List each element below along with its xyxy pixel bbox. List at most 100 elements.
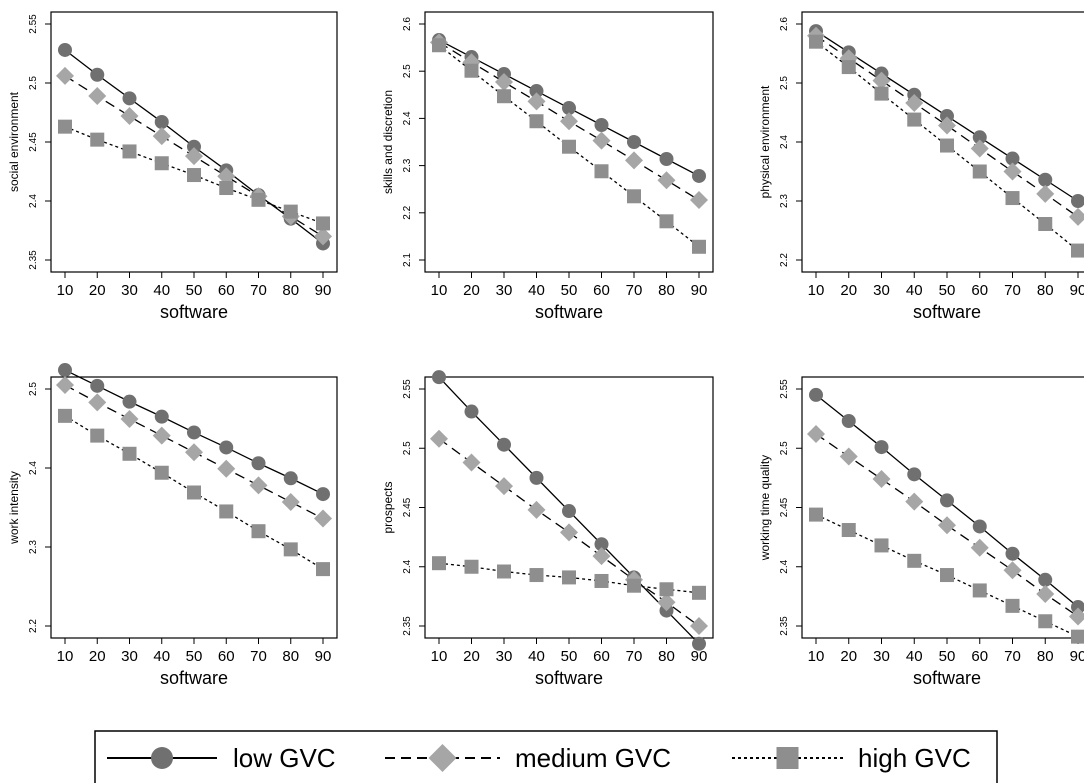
point-medium — [872, 71, 891, 90]
point-low — [219, 440, 234, 455]
x-tick-label: 60 — [593, 282, 610, 299]
x-tick-label: 90 — [315, 648, 332, 665]
x-tick-label: 90 — [691, 648, 708, 665]
point-medium — [120, 410, 139, 429]
x-tick-label: 50 — [939, 282, 956, 299]
point-low — [529, 470, 544, 485]
x-tick-label: 10 — [808, 648, 825, 665]
point-high — [529, 568, 544, 583]
point-low — [251, 456, 266, 471]
point-high — [692, 585, 706, 600]
point-high — [283, 542, 298, 557]
y-tick-label: 2.55 — [402, 379, 413, 399]
y-tick-label: 2.45 — [402, 497, 413, 517]
x-tick-label: 50 — [186, 648, 203, 665]
point-medium — [1003, 162, 1022, 181]
y-tick-label: 2.45 — [779, 497, 790, 517]
point-medium — [970, 139, 989, 158]
point-medium — [905, 94, 924, 113]
x-tick-label: 70 — [1004, 648, 1021, 665]
point-medium — [807, 425, 825, 444]
point-medium — [495, 477, 513, 496]
point-low — [187, 139, 201, 154]
point-low — [529, 84, 544, 99]
point-high — [562, 570, 576, 585]
y-axis-label: skills and discretion — [381, 90, 395, 194]
x-tick-label: 20 — [89, 282, 106, 299]
point-high — [841, 60, 856, 75]
point-high — [627, 189, 641, 204]
point-high — [154, 156, 169, 171]
series-line-high — [64, 126, 324, 225]
point-low — [562, 504, 576, 519]
x-tick-label: 10 — [57, 282, 74, 299]
point-high — [432, 38, 446, 53]
x-tick-label: 10 — [431, 648, 448, 665]
legend-label-high: high GVC — [858, 743, 971, 773]
y-tick-label: 2.5 — [28, 76, 39, 90]
point-medium — [495, 73, 513, 92]
point-high — [529, 114, 544, 129]
x-tick-label: 20 — [840, 648, 857, 665]
chart-panel-6: 10 20 30 40 50 60 70 80 90 2.35 2.4 2.45 2.5 2.55 soft… — [758, 376, 1084, 688]
point-low — [1005, 546, 1020, 561]
y-tick-label: 2.5 — [402, 64, 413, 78]
point-high — [627, 578, 641, 593]
point-medium — [1036, 585, 1055, 604]
x-tick-label: 30 — [121, 282, 138, 299]
x-tick-label: 60 — [218, 648, 235, 665]
point-high — [219, 504, 234, 519]
point-medium — [905, 492, 924, 511]
point-medium — [625, 151, 643, 170]
y-tick-label: 2.1 — [402, 253, 413, 267]
x-axis-label: software — [535, 668, 603, 688]
point-medium — [88, 393, 107, 412]
point-medium — [592, 131, 611, 150]
x-tick-label: 60 — [593, 648, 610, 665]
series-line-high — [815, 41, 1079, 252]
point-medium — [527, 92, 546, 111]
x-tick-label: 20 — [89, 648, 106, 665]
point-low — [90, 67, 105, 82]
legend-label-low: low GVC — [233, 743, 336, 773]
point-high — [432, 556, 446, 571]
point-high — [1038, 614, 1053, 629]
legend-marker-low — [151, 747, 173, 769]
point-high — [972, 583, 987, 598]
point-low — [940, 109, 954, 124]
point-low — [154, 114, 169, 129]
point-medium — [120, 107, 139, 126]
point-high — [58, 408, 72, 423]
point-high — [58, 119, 72, 134]
y-axis-label: prospects — [381, 481, 395, 533]
point-low — [58, 42, 72, 57]
point-high — [940, 138, 954, 153]
x-tick-label: 60 — [971, 282, 988, 299]
point-low — [692, 168, 706, 183]
point-low — [464, 404, 479, 419]
x-tick-label: 90 — [315, 282, 332, 299]
point-high — [692, 239, 706, 254]
point-high — [464, 63, 479, 78]
point-high — [316, 562, 330, 577]
x-axis-label: software — [535, 302, 603, 322]
chart-panel-3: 10 20 30 40 50 60 70 80 90 2.2 2.3 2.4 2.5 2.6 softwar… — [758, 11, 1084, 322]
point-medium — [592, 547, 611, 566]
point-medium — [1036, 184, 1055, 203]
point-medium — [56, 376, 74, 395]
x-tick-label: 50 — [561, 282, 578, 299]
point-high — [874, 538, 889, 553]
point-medium — [462, 53, 481, 72]
point-low — [692, 636, 706, 651]
point-medium — [56, 66, 74, 85]
y-tick-label: 2.4 — [402, 559, 413, 573]
point-low — [1071, 194, 1084, 208]
point-high — [1071, 629, 1084, 644]
point-low — [594, 537, 609, 552]
point-low — [497, 437, 511, 452]
point-high — [841, 523, 856, 538]
x-tick-label: 40 — [906, 282, 923, 299]
point-medium — [1003, 561, 1022, 580]
x-tick-label: 10 — [57, 648, 74, 665]
point-medium — [938, 116, 956, 135]
